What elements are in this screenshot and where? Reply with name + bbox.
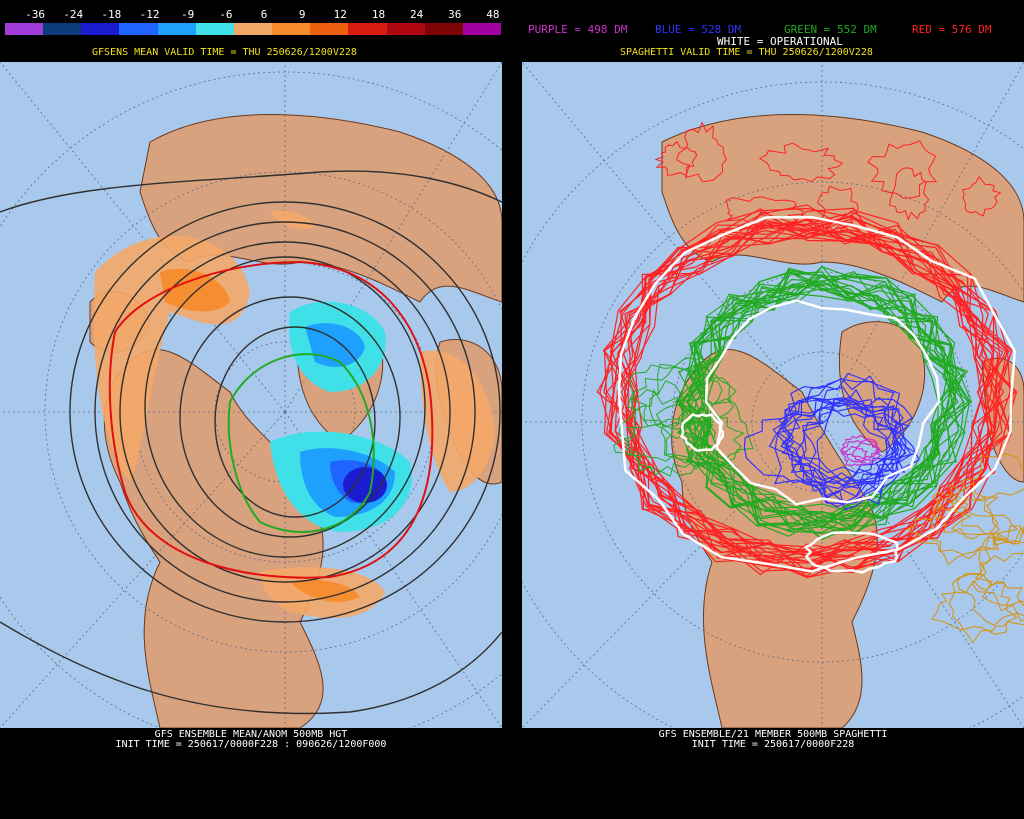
green-552-contour — [694, 271, 971, 536]
white-operational-contour — [617, 215, 1017, 573]
colorbar-label: 12 — [333, 8, 347, 21]
orange-contour — [971, 527, 1024, 622]
blue-528-contour — [743, 406, 899, 490]
colorbar-label: -36 — [25, 8, 45, 21]
colorbar-label: -12 — [139, 8, 160, 21]
blue-528-contour — [783, 397, 892, 483]
colorbar-swatch — [81, 23, 120, 35]
green-552-contour — [665, 409, 745, 471]
colorbar-swatch — [43, 23, 82, 35]
colorbar-swatch — [424, 23, 463, 35]
red-576-contour — [676, 121, 727, 182]
colorbar-swatch — [310, 23, 349, 35]
white-operational-contour — [803, 531, 899, 574]
orange-contour — [946, 453, 1024, 545]
colorbar-label: -18 — [101, 8, 122, 21]
colorbar-swatch — [157, 23, 196, 35]
red-576-contour — [725, 196, 805, 228]
blue-528-contour — [774, 397, 888, 499]
green-552-contour — [678, 281, 965, 535]
blue-528-contour — [816, 396, 900, 511]
colorbar-label: -24 — [63, 8, 84, 21]
spaghetti-valid-time: SPAGHETTI VALID TIME = THU 250626/1200V2… — [620, 47, 873, 58]
blue-528-contour — [778, 375, 903, 499]
red-576-contour — [599, 208, 993, 574]
red-576-contour — [610, 214, 1011, 573]
red-576-contour — [617, 204, 995, 563]
green-552-contour — [690, 268, 949, 536]
green-552-contour — [687, 276, 970, 527]
mean-anomaly-map — [0, 62, 502, 728]
red-576-contour — [611, 213, 1005, 576]
orange-contour — [974, 525, 1024, 607]
colorbar-label: 24 — [409, 8, 424, 21]
red-576-contour — [603, 207, 1017, 568]
ensemble-mean-panel: -36 -24 -18 -12 -9 -6 6 9 12 18 24 36 48 GFSENS MEAN… — [0, 0, 502, 819]
green-552-contour — [625, 388, 694, 477]
mean-footer-init: INIT TIME = 250617/0000F228 : 090626/120… — [115, 739, 387, 750]
orange-contour — [956, 552, 1024, 626]
colorbar-swatch — [5, 23, 44, 35]
red-576-contour — [758, 142, 844, 183]
colorbar-label: -9 — [181, 8, 195, 21]
blue-528-contour — [768, 386, 920, 505]
colorbar-swatch — [233, 23, 273, 35]
colorbar-swatch — [195, 23, 234, 35]
colorbar-label: 48 — [486, 8, 500, 21]
red-576-contour — [961, 175, 1002, 217]
colorbar-label: -6 — [219, 8, 233, 21]
spaghetti-panel: PURPLE = 498 DM BLUE = 528 DM GREEN = 55… — [522, 0, 1024, 819]
red-576-contour — [619, 218, 1014, 554]
legend-white: WHITE = OPERATIONAL — [717, 35, 843, 48]
purple-498-contour — [841, 445, 868, 467]
colorbar-label: 18 — [371, 8, 386, 21]
spaghetti-footer-init: INIT TIME = 250617/0000F228 — [691, 739, 855, 750]
green-552-contour — [680, 271, 973, 526]
red-576-contour — [629, 218, 1012, 571]
purple-498-contour — [851, 442, 882, 465]
spaghetti-map — [522, 62, 1024, 728]
blue-528-contour — [795, 398, 896, 505]
orange-contour — [905, 505, 1019, 555]
red-576-contour — [889, 167, 930, 221]
legend-purple: PURPLE = 498 DM — [528, 23, 628, 36]
colorbar-label: 36 — [448, 8, 462, 21]
blue-528-contour — [776, 399, 918, 485]
white-operational-contour — [704, 299, 941, 506]
green-552-contour — [613, 418, 718, 476]
green-552-contour — [678, 287, 958, 541]
orange-contour — [949, 488, 1024, 546]
legend-green: GREEN = 552 DM — [784, 23, 877, 36]
anomaly-colorbar — [4, 22, 502, 36]
colorbar-swatch — [386, 23, 425, 35]
mean-footer-title: GFS ENSEMBLE MEAN/ANOM 500MB HGT — [154, 729, 348, 740]
green-552-contour — [648, 361, 723, 440]
orange-contour — [948, 580, 1018, 644]
blue-528-contour — [797, 396, 898, 508]
colorbar-swatch — [119, 23, 158, 35]
colorbar-label: 6 — [260, 8, 268, 21]
blue-528-contour — [772, 378, 914, 486]
purple-498-contour — [840, 439, 881, 463]
colorbar-label: 9 — [298, 8, 306, 21]
legend-red: RED = 576 DM — [912, 23, 992, 36]
colorbar-swatch — [462, 23, 502, 35]
orange-contour — [931, 481, 999, 540]
green-552-contour — [677, 269, 966, 520]
colorbar-swatch — [272, 23, 311, 35]
colorbar-swatch — [348, 23, 387, 35]
red-576-contour — [867, 140, 938, 199]
mean-valid-time: GFSENS MEAN VALID TIME = THU 250626/1200… — [92, 47, 357, 58]
colorbar-labels: -36 -24 -18 -12 -9 -6 6 9 12 18 24 36 48 — [0, 8, 502, 21]
white-operational-contour — [680, 413, 724, 452]
legend-blue: BLUE = 528 DM — [655, 23, 742, 36]
spaghetti-footer-title: GFS ENSEMBLE/21 MEMBER 500MB SPAGHETTI — [658, 729, 888, 740]
